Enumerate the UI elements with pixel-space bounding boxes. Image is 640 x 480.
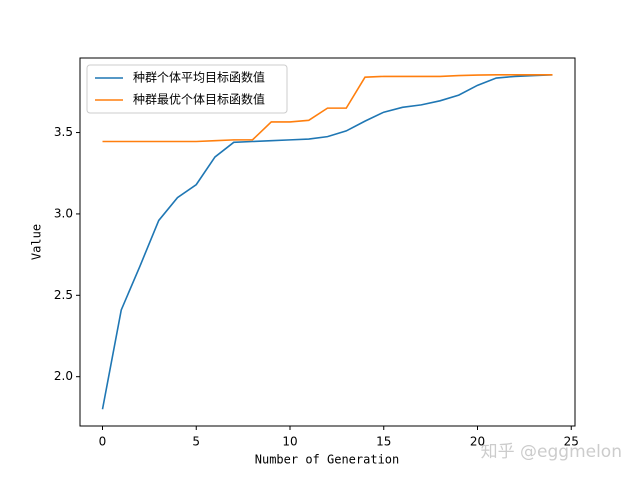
legend-label: 种群最优个体目标函数值 [133,92,265,107]
y-tick-label: 3.5 [54,125,73,139]
x-tick-label: 0 [99,435,107,449]
x-axis-label: Number of Generation [255,453,400,467]
y-tick-label: 3.0 [54,206,73,220]
legend-box [86,64,288,114]
series-line [101,73,553,410]
watermark: 知乎 @eggmelon [481,442,622,462]
legend-label: 种群个体平均目标函数值 [133,70,265,85]
plot-frame [79,57,576,427]
x-tick-label: 20 [470,435,485,449]
y-tick-label: 2.5 [54,288,73,302]
y-tick-label: 2.0 [54,369,73,383]
x-tick-label: 15 [376,435,391,449]
x-tick-label: 5 [192,435,200,449]
x-tick-label: 10 [282,435,297,449]
series-line [102,73,553,143]
y-axis-label: Value [30,224,44,260]
x-tick-label: 25 [564,435,579,449]
